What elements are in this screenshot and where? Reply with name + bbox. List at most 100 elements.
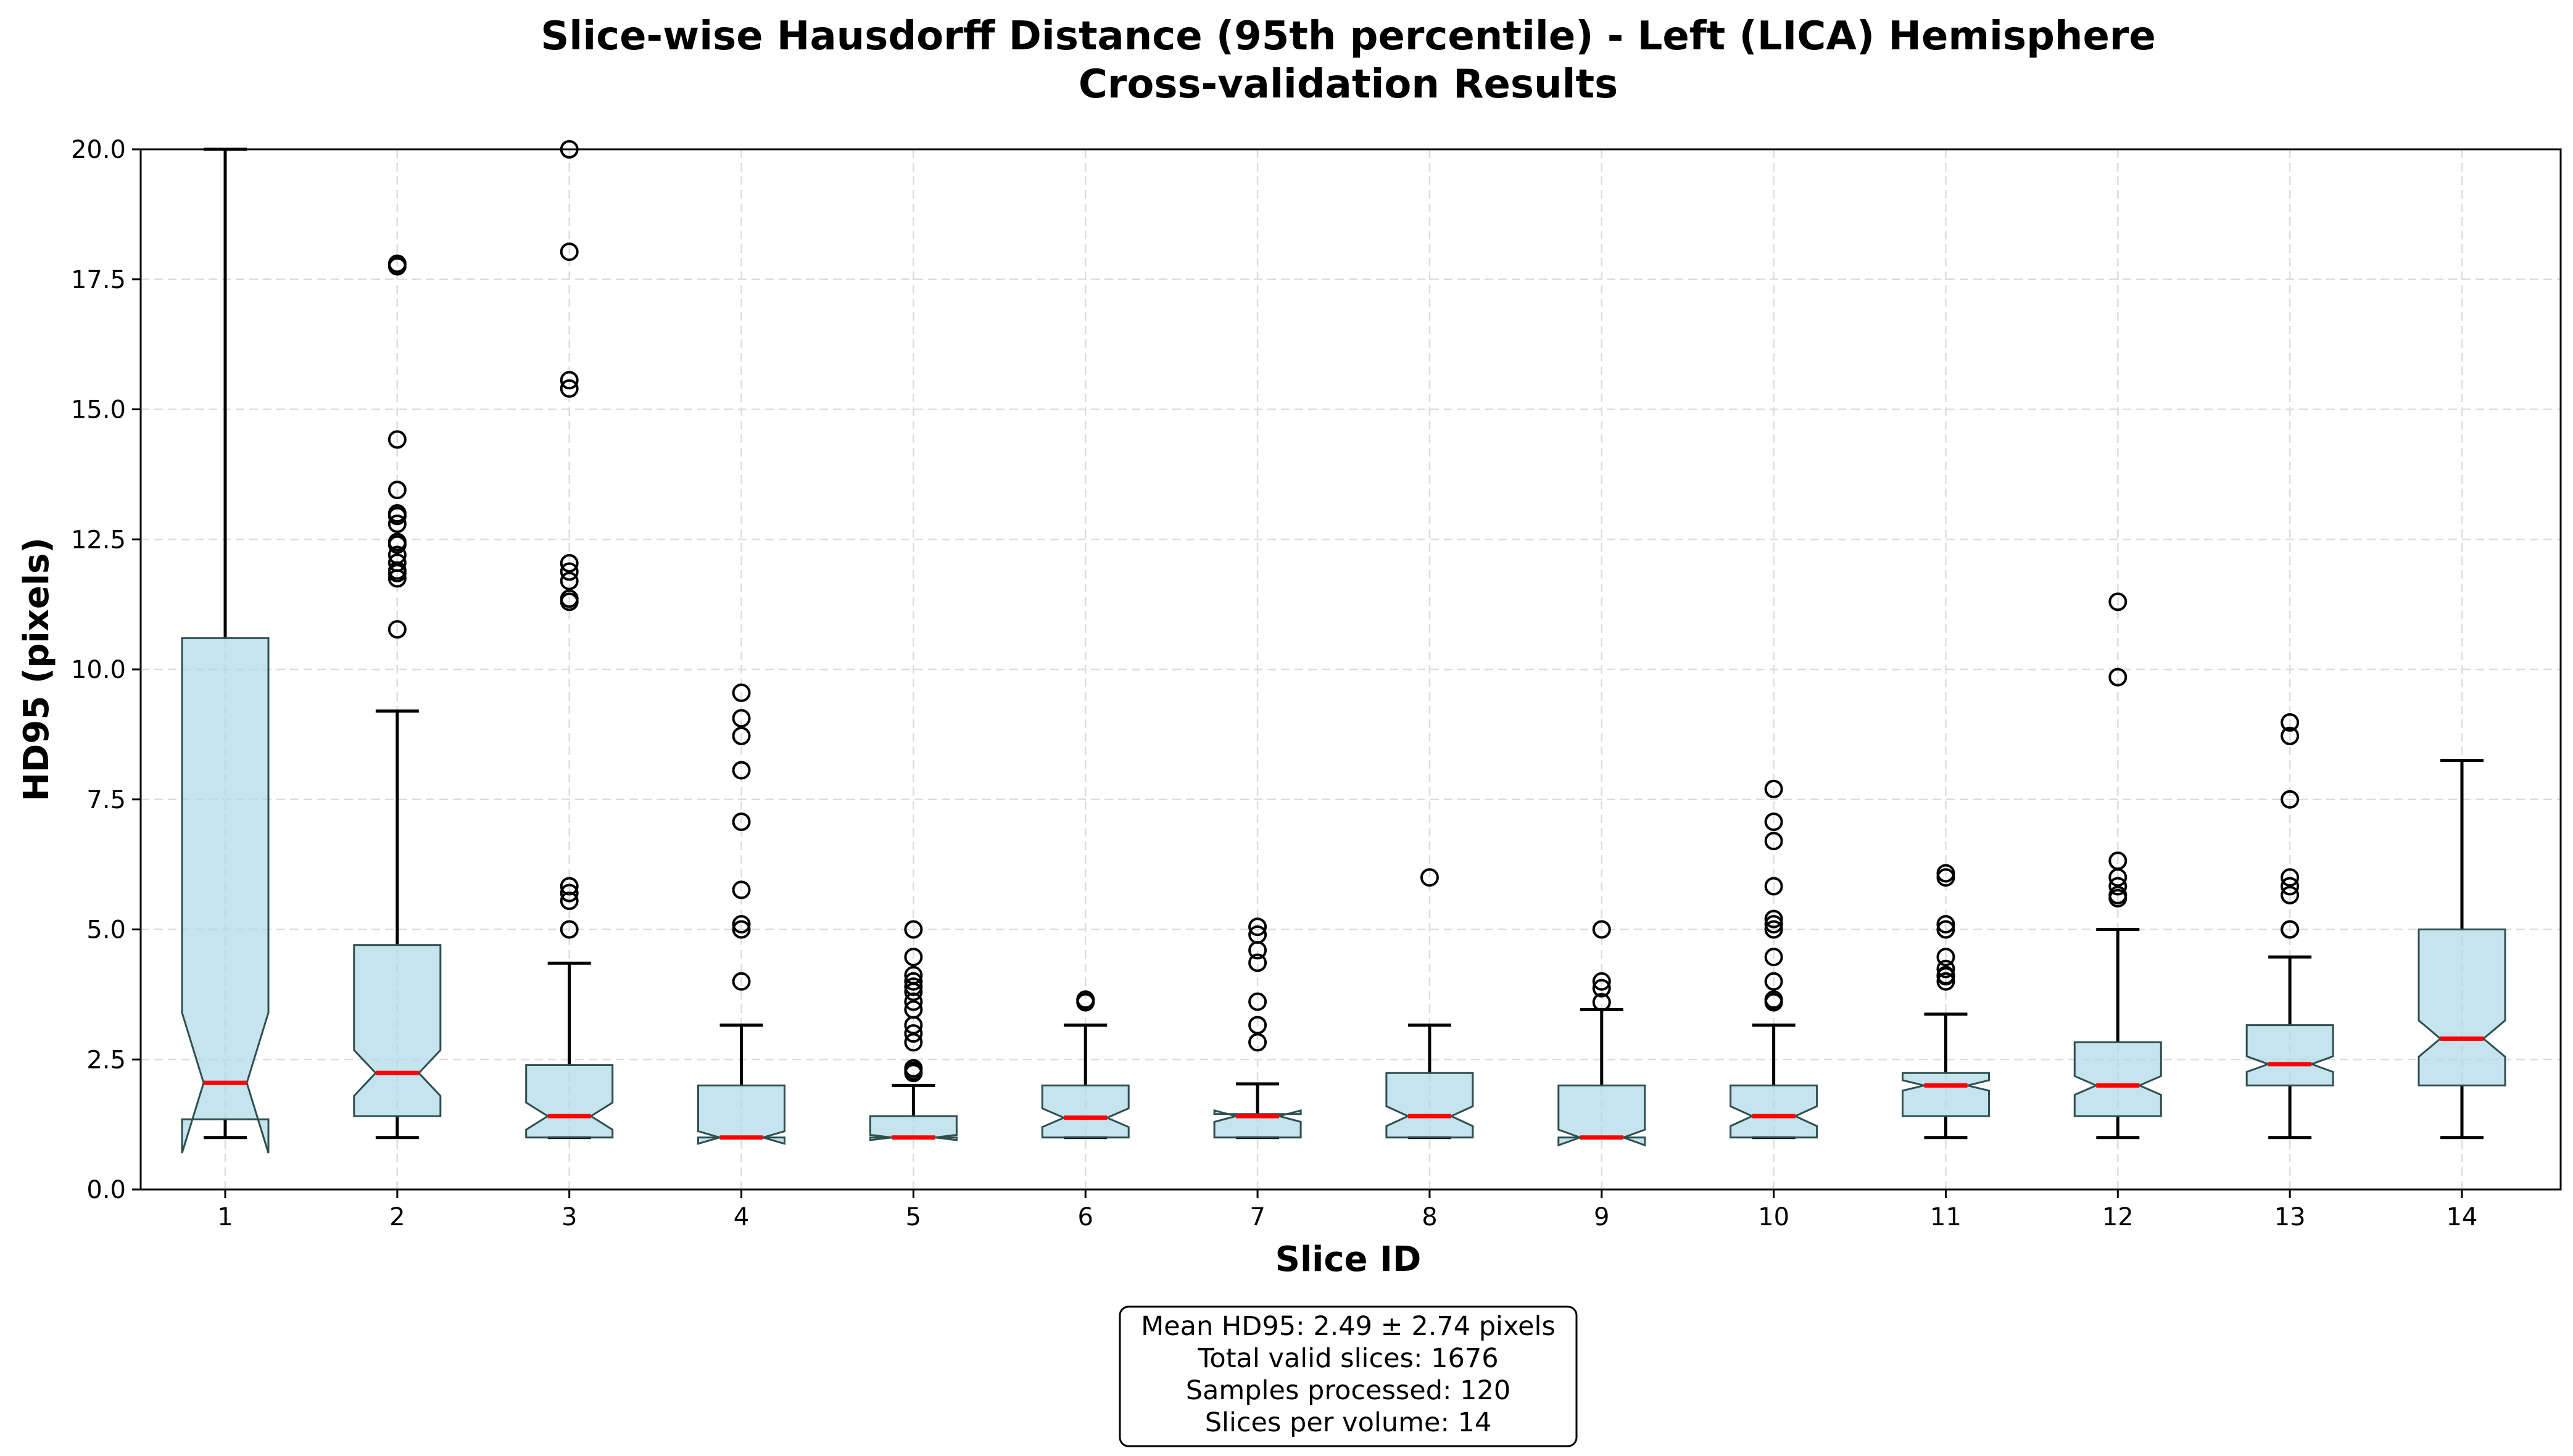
outlier-point xyxy=(1936,915,1955,934)
box-slice-11 xyxy=(1902,1012,1990,1140)
outlier-point xyxy=(732,709,751,728)
x-tick-label: 5 xyxy=(906,1203,921,1231)
box-slice-9 xyxy=(1557,1007,1646,1147)
outlier-point xyxy=(387,254,407,273)
outlier-point xyxy=(1936,972,1955,991)
outlier-point xyxy=(1764,920,1783,939)
stats-box: Mean HD95: 2.49 ± 2.74 pixels Total vali… xyxy=(1119,1305,1578,1447)
x-tick-label: 4 xyxy=(734,1203,749,1231)
x-axis-label: Slice ID xyxy=(1275,1239,1422,1280)
x-tick-label: 1 xyxy=(217,1203,233,1231)
box-body xyxy=(1730,1084,1818,1139)
outlier-point xyxy=(2281,920,2300,939)
x-tick-label: 6 xyxy=(1078,1203,1093,1231)
outlier-point xyxy=(904,920,923,939)
y-tick-label: 17.5 xyxy=(71,266,126,294)
outlier-point xyxy=(1248,953,1267,972)
outlier-point xyxy=(2108,877,2128,896)
outlier-point xyxy=(732,880,751,900)
x-tick-label: 13 xyxy=(2274,1203,2306,1231)
outlier-point xyxy=(1764,972,1783,991)
outlier-point xyxy=(560,371,579,390)
outlier-point xyxy=(1936,864,1955,883)
x-tick-label: 8 xyxy=(1422,1203,1437,1231)
outlier-point xyxy=(560,920,579,939)
box-slice-14 xyxy=(2418,759,2506,1140)
stats-line-mean: Mean HD95: 2.49 ± 2.74 pixels xyxy=(1141,1311,1556,1342)
outlier-point xyxy=(560,554,579,573)
outlier-point xyxy=(560,571,579,590)
x-tick-label: 9 xyxy=(1594,1203,1609,1231)
grid-layer xyxy=(141,149,2561,1189)
outlier-point xyxy=(560,891,579,911)
outlier-point xyxy=(560,379,579,398)
box-slice-8 xyxy=(1385,1024,1474,1140)
outlier-point xyxy=(732,761,751,780)
chart-title: Slice-wise Hausdorff Distance (95th perc… xyxy=(541,14,2156,59)
outlier-point xyxy=(1592,920,1611,939)
box-body xyxy=(1902,1072,1990,1117)
x-axis-ticks: 1 2 3 4 5 6 7 8 9 10 11 12 13 14 xyxy=(217,1189,2477,1231)
y-tick-label: 12.5 xyxy=(71,526,126,554)
outlier-point xyxy=(387,532,407,552)
box-layer xyxy=(181,147,2506,1154)
outlier-point xyxy=(732,812,751,831)
outlier-point xyxy=(1764,812,1783,831)
box-slice-3 xyxy=(525,961,614,1140)
y-tick-label: 20.0 xyxy=(71,136,126,164)
box-slice-12 xyxy=(2073,928,2162,1140)
outlier-point xyxy=(2108,592,2128,611)
stats-line-total-slices: Total valid slices: 1676 xyxy=(1197,1343,1498,1374)
outlier-point xyxy=(387,504,407,523)
box-body xyxy=(2245,1024,2334,1086)
outlier-point xyxy=(560,562,579,581)
box-slice-13 xyxy=(2245,955,2334,1140)
box-body xyxy=(525,1064,614,1139)
box-body xyxy=(2073,1041,2162,1117)
outlier-point xyxy=(904,1000,923,1019)
outlier-point xyxy=(732,920,751,939)
y-tick-label: 2.5 xyxy=(86,1046,126,1074)
box-slice-1 xyxy=(181,147,270,1154)
stats-line-samples: Samples processed: 120 xyxy=(1186,1375,1511,1406)
box-body xyxy=(697,1084,785,1145)
outlier-point xyxy=(1076,990,1095,1009)
box-body xyxy=(869,1115,958,1141)
outlier-point xyxy=(387,430,407,449)
x-tick-label: 10 xyxy=(1758,1203,1789,1231)
y-tick-label: 7.5 xyxy=(86,786,126,814)
outlier-point xyxy=(2108,851,2128,871)
outlier-point xyxy=(732,915,751,934)
outlier-point xyxy=(732,726,751,745)
y-tick-label: 5.0 xyxy=(86,916,126,945)
x-tick-label: 12 xyxy=(2102,1203,2134,1231)
outlier-point xyxy=(1248,1015,1267,1035)
outlier-point xyxy=(1936,948,1955,967)
stats-line-slices-per-volume: Slices per volume: 14 xyxy=(1205,1407,1492,1438)
outlier-point xyxy=(1248,992,1267,1011)
box-body xyxy=(1041,1084,1130,1139)
x-tick-label: 11 xyxy=(1930,1203,1962,1231)
box-body xyxy=(1385,1072,1474,1139)
outlier-point xyxy=(904,966,923,985)
box-body xyxy=(1557,1084,1646,1147)
outlier-point xyxy=(560,877,579,896)
y-axis-ticks: 0.0 2.5 5.0 7.5 10.0 12.5 15.0 17.5 20.0 xyxy=(71,136,141,1204)
outlier-point xyxy=(560,883,579,903)
outlier-point xyxy=(387,553,407,573)
outlier-point xyxy=(1592,972,1611,991)
outlier-point xyxy=(387,514,407,533)
y-axis-label: HD95 (pixels) xyxy=(17,537,57,801)
outlier-point xyxy=(2281,713,2300,732)
outlier-point xyxy=(560,589,579,608)
box-body xyxy=(2418,929,2506,1086)
x-tick-label: 7 xyxy=(1249,1203,1265,1231)
outlier-point xyxy=(1592,978,1611,998)
stats-box-frame xyxy=(1119,1305,1578,1447)
outlier-point xyxy=(1420,868,1439,887)
outlier-point xyxy=(2281,877,2300,896)
outlier-point xyxy=(2281,868,2300,887)
y-tick-label: 10.0 xyxy=(71,656,126,684)
box-slice-5 xyxy=(869,1083,958,1141)
outlier-point xyxy=(904,948,923,967)
